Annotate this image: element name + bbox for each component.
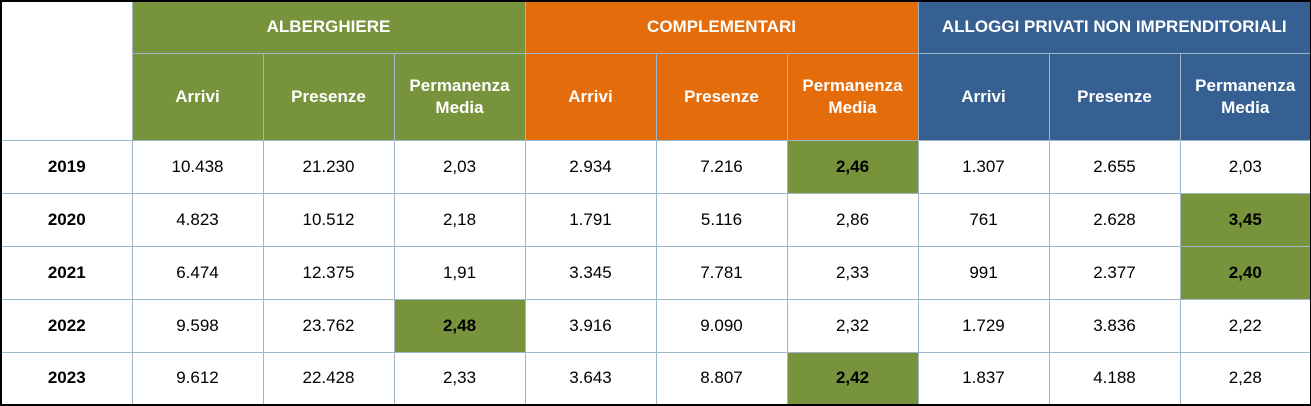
value-cell: 7.216	[655, 139, 788, 194]
value-cell: 2,28	[1179, 351, 1311, 406]
subheader-presenze: Presenze	[1048, 52, 1181, 141]
value-cell: 2,33	[786, 245, 919, 300]
corner-cell	[0, 0, 133, 141]
value-cell: 22.428	[262, 351, 395, 406]
group-header-alberghiere: ALBERGHIERE	[131, 0, 526, 54]
value-cell: 9.090	[655, 298, 788, 353]
value-cell: 8.807	[655, 351, 788, 406]
value-cell: 761	[917, 192, 1050, 247]
value-cell: 21.230	[262, 139, 395, 194]
value-cell: 23.762	[262, 298, 395, 353]
value-cell: 2,03	[393, 139, 526, 194]
subheader-arrivi: Arrivi	[917, 52, 1050, 141]
year-cell: 2022	[0, 298, 133, 353]
value-cell: 2,03	[1179, 139, 1311, 194]
subheader-permanenza-media: Permanenza Media	[393, 52, 526, 141]
subheader-arrivi: Arrivi	[524, 52, 657, 141]
value-cell: 10.438	[131, 139, 264, 194]
value-cell: 991	[917, 245, 1050, 300]
value-cell: 2,18	[393, 192, 526, 247]
value-cell: 9.598	[131, 298, 264, 353]
year-cell: 2019	[0, 139, 133, 194]
value-cell: 4.823	[131, 192, 264, 247]
year-cell: 2023	[0, 351, 133, 406]
value-cell: 2.934	[524, 139, 657, 194]
table-body: 2019 10.438 21.230 2,03 2.934 7.216 2,46 1.307 2…	[0, 139, 1311, 406]
value-cell: 2,40	[1179, 245, 1311, 300]
value-cell: 1.837	[917, 351, 1050, 406]
value-cell: 4.188	[1048, 351, 1181, 406]
table-row: 2022 9.598 23.762 2,48 3.916 9.090 2,32 1.729 3.…	[0, 298, 1311, 353]
subheader-permanenza-media: Permanenza Media	[786, 52, 919, 141]
value-cell: 12.375	[262, 245, 395, 300]
table-row: 2021 6.474 12.375 1,91 3.345 7.781 2,33 991 2.37…	[0, 245, 1311, 300]
subheader-permanenza-media: Permanenza Media	[1179, 52, 1311, 141]
group-header-alloggi-privati: ALLOGGI PRIVATI NON IMPRENDITORIALI	[917, 0, 1311, 54]
value-cell: 3,45	[1179, 192, 1311, 247]
value-cell: 2,42	[786, 351, 919, 406]
year-cell: 2020	[0, 192, 133, 247]
value-cell: 3.643	[524, 351, 657, 406]
value-cell: 2,46	[786, 139, 919, 194]
value-cell: 2,22	[1179, 298, 1311, 353]
value-cell: 1.307	[917, 139, 1050, 194]
value-cell: 1.791	[524, 192, 657, 247]
value-cell: 7.781	[655, 245, 788, 300]
group-header-row: ALBERGHIERE COMPLEMENTARI ALLOGGI PRIVAT…	[0, 0, 1311, 141]
subheader-arrivi: Arrivi	[131, 52, 264, 141]
value-cell: 2,48	[393, 298, 526, 353]
table-row: 2020 4.823 10.512 2,18 1.791 5.116 2,86 761 2.62…	[0, 192, 1311, 247]
value-cell: 10.512	[262, 192, 395, 247]
value-cell: 2.655	[1048, 139, 1181, 194]
subheader-presenze: Presenze	[262, 52, 395, 141]
year-cell: 2021	[0, 245, 133, 300]
value-cell: 2,86	[786, 192, 919, 247]
value-cell: 2,32	[786, 298, 919, 353]
sub-header-row: Arrivi Presenze Permanenza Media Arrivi …	[1, 52, 1311, 141]
table-row: 2019 10.438 21.230 2,03 2.934 7.216 2,46 1.307 2…	[0, 139, 1311, 194]
value-cell: 3.916	[524, 298, 657, 353]
value-cell: 9.612	[131, 351, 264, 406]
group-header-complementari: COMPLEMENTARI	[524, 0, 919, 54]
value-cell: 2,33	[393, 351, 526, 406]
value-cell: 3.836	[1048, 298, 1181, 353]
table-row: 2023 9.612 22.428 2,33 3.643 8.807 2,42 1.837 4.…	[0, 351, 1311, 406]
value-cell: 2.628	[1048, 192, 1181, 247]
value-cell: 2.377	[1048, 245, 1181, 300]
value-cell: 6.474	[131, 245, 264, 300]
value-cell: 3.345	[524, 245, 657, 300]
value-cell: 1.729	[917, 298, 1050, 353]
value-cell: 1,91	[393, 245, 526, 300]
subheader-presenze: Presenze	[655, 52, 788, 141]
value-cell: 5.116	[655, 192, 788, 247]
